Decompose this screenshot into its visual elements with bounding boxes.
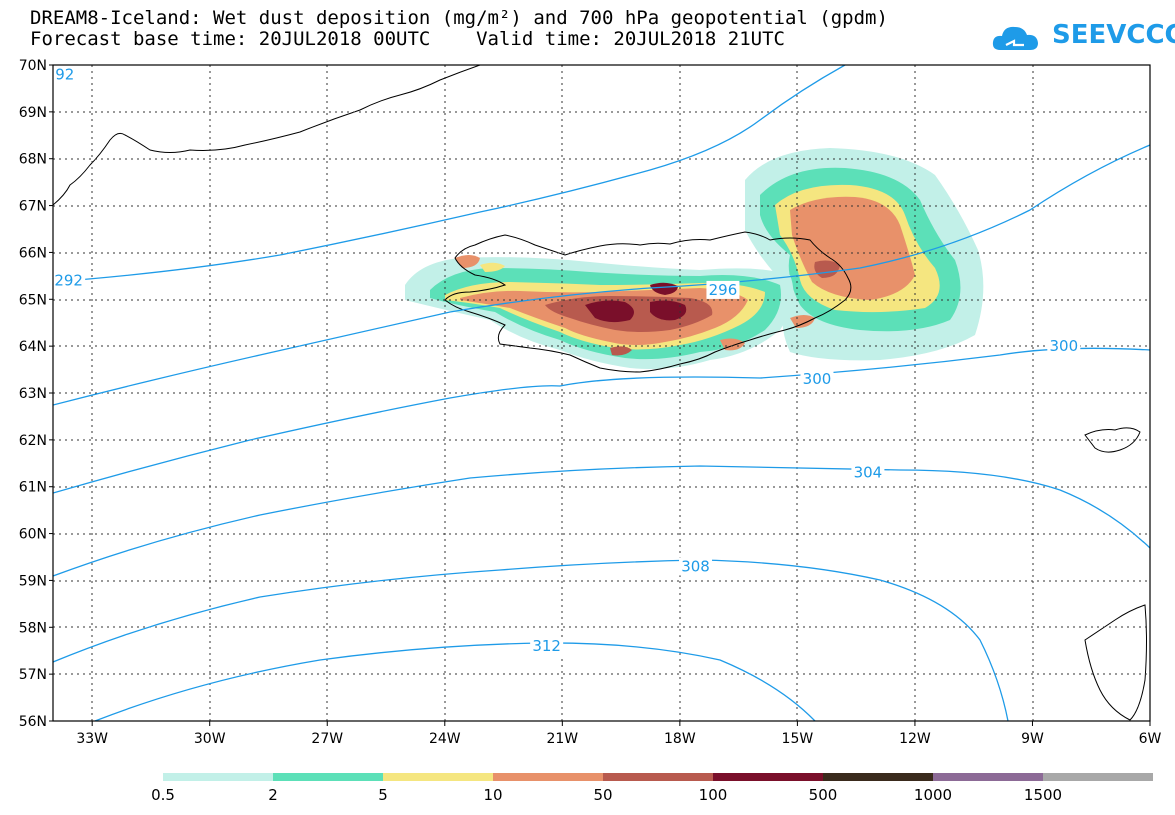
lon-label-12W: 12W <box>899 731 931 747</box>
lat-label-62N: 62N <box>19 433 47 449</box>
map-title: DREAM8-Iceland: Wet dust deposition (mg/… <box>30 7 888 29</box>
longitude-labels: 33W 30W 27W 24W 21W 18W 15W 12W 9W 6W <box>76 721 1162 747</box>
dust-level-100-west-2 <box>650 300 687 321</box>
logo-text: SEEVCCC <box>1052 20 1175 50</box>
lon-label-21W: 21W <box>546 731 578 747</box>
legend-swatch-7 <box>933 773 1043 781</box>
cloud-icon <box>992 26 1038 50</box>
contour-label-304: 304 <box>854 464 883 482</box>
graticule <box>53 65 1150 721</box>
lat-label-65N: 65N <box>19 292 47 308</box>
lat-label-66N: 66N <box>19 245 47 261</box>
legend-label-5: 5 <box>378 786 388 804</box>
legend-label-0.5: 0.5 <box>151 786 175 804</box>
lat-label-58N: 58N <box>19 620 47 636</box>
faroe-coast <box>1084 427 1141 453</box>
dust-level-5-north <box>480 262 505 272</box>
contour-308 <box>53 559 1009 721</box>
map-subtitle: Forecast base time: 20JUL2018 00UTC Vali… <box>30 28 785 50</box>
lon-label-27W: 27W <box>311 731 343 747</box>
legend-swatch-5 <box>713 773 823 781</box>
legend-swatch-6 <box>823 773 933 781</box>
contour-label-308: 308 <box>681 557 710 575</box>
coastlines <box>53 65 1147 721</box>
legend-swatch-1 <box>273 773 383 781</box>
scotland-coast <box>1084 604 1147 721</box>
lat-label-63N: 63N <box>19 386 47 402</box>
lon-label-15W: 15W <box>782 731 814 747</box>
legend-label-1500: 1500 <box>1024 786 1062 804</box>
lat-label-60N: 60N <box>19 527 47 543</box>
contour-label-bg <box>679 557 713 576</box>
contour-label-bg <box>530 637 564 656</box>
map-area <box>53 65 1150 721</box>
contour-label-bg <box>1047 337 1081 356</box>
legend-swatch-4 <box>603 773 713 781</box>
legend-label-500: 500 <box>809 786 838 804</box>
contour-labels: 92 292 296 300 300 304 308 312 <box>52 65 1081 656</box>
lat-label-57N: 57N <box>19 667 47 683</box>
lon-label-6W: 6W <box>1139 731 1162 747</box>
contour-label-bg <box>800 369 834 388</box>
lat-label-70N: 70N <box>19 58 47 74</box>
contour-label-bg <box>52 271 86 290</box>
dust-level-10-southeast <box>790 315 815 328</box>
contour-312 <box>94 642 816 721</box>
legend-label-10: 10 <box>483 786 502 804</box>
contour-label-bg <box>706 280 740 299</box>
geopotential-contours <box>53 65 1150 721</box>
dust-level-100-west-3 <box>650 282 678 295</box>
contour-label-296: 296 <box>709 281 738 299</box>
contour-label-bg <box>851 463 885 482</box>
lat-label-69N: 69N <box>19 105 47 121</box>
contour-label-292: 292 <box>54 272 83 290</box>
latitude-labels: 56N 57N 58N 59N 60N 61N 62N 63N 64N 65N 66N 67N 68N 6… <box>19 58 53 730</box>
legend-label-100: 100 <box>699 786 728 804</box>
legend-label-1000: 1000 <box>914 786 952 804</box>
contour-label-92: 92 <box>55 65 74 83</box>
lat-label-68N: 68N <box>19 152 47 168</box>
lon-label-9W: 9W <box>1021 731 1044 747</box>
lon-label-30W: 30W <box>194 731 226 747</box>
legend-label-50: 50 <box>593 786 612 804</box>
legend-swatch-8 <box>1043 773 1153 781</box>
dust-level-100-west <box>585 300 634 323</box>
dust-level-50-southwest <box>610 346 632 356</box>
lat-label-64N: 64N <box>19 339 47 355</box>
lon-label-33W: 33W <box>76 731 108 747</box>
lat-label-67N: 67N <box>19 199 47 215</box>
lon-label-18W: 18W <box>664 731 696 747</box>
contour-292-top <box>53 65 846 283</box>
lat-label-59N: 59N <box>19 573 47 589</box>
iceland-coast <box>444 231 852 373</box>
lat-label-56N: 56N <box>19 714 47 730</box>
greenland-coast <box>53 65 481 206</box>
lon-label-24W: 24W <box>429 731 461 747</box>
contour-label-300: 300 <box>803 370 832 388</box>
legend-label-2: 2 <box>268 786 278 804</box>
contour-label-bg <box>52 65 77 84</box>
contour-304 <box>53 465 1150 577</box>
lat-label-61N: 61N <box>19 480 47 496</box>
dust-level-10-north <box>455 255 480 268</box>
contour-label-312: 312 <box>532 637 561 655</box>
contour-300 <box>53 347 1150 494</box>
color-legend: 0.5 2 5 10 50 100 500 1000 1500 <box>151 773 1153 804</box>
legend-swatch-2 <box>383 773 493 781</box>
legend-swatch-3 <box>493 773 603 781</box>
contour-296 <box>53 144 1150 406</box>
legend-swatch-0 <box>163 773 273 781</box>
contour-label-300: 300 <box>1049 337 1078 355</box>
